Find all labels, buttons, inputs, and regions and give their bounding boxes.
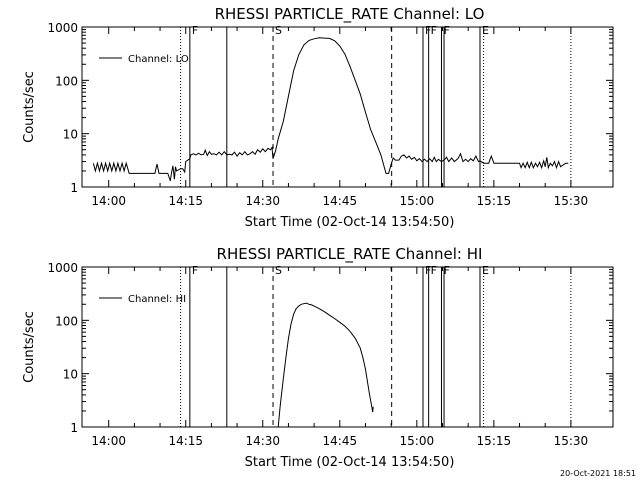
marker-label: F: [443, 264, 449, 277]
marker-label: S: [275, 24, 282, 37]
y-tick-label: 1000: [47, 21, 78, 35]
x-tick-label: 14:00: [91, 194, 126, 208]
y-tick-label: 100: [55, 314, 78, 328]
y-tick-label: 10: [63, 128, 78, 142]
marker-label: F: [431, 264, 437, 277]
x-axis-label: Start Time (02-Oct-14 13:54:50): [245, 455, 455, 470]
series-line: [92, 37, 569, 182]
panel-hi: RHESSI PARTICLE_RATE Channel: HIFSFFFE11…: [22, 245, 614, 470]
y-axis-label: Counts/sec: [22, 71, 37, 143]
x-tick-label: 14:15: [168, 434, 203, 448]
marker-label: F: [443, 24, 449, 37]
x-tick-label: 15:15: [477, 434, 512, 448]
y-tick-label: 1: [70, 421, 78, 435]
plot-frame: [81, 26, 614, 188]
x-tick-label: 15:30: [554, 194, 589, 208]
marker-label: F: [431, 24, 437, 37]
marker-label: F: [192, 264, 198, 277]
x-tick-label: 15:00: [400, 434, 435, 448]
x-tick-label: 15:00: [400, 194, 435, 208]
x-tick-label: 14:15: [168, 194, 203, 208]
x-tick-label: 14:30: [245, 434, 280, 448]
panel-lo: RHESSI PARTICLE_RATE Channel: LOFSFFFE11…: [22, 5, 614, 230]
series-line: [277, 302, 374, 428]
marker-label: S: [275, 264, 282, 277]
x-tick-label: 14:45: [323, 434, 358, 448]
x-tick-label: 15:15: [477, 194, 512, 208]
footer-timestamp: 20-Oct-2021 18:51: [560, 469, 636, 478]
chart-title: RHESSI PARTICLE_RATE Channel: HI: [217, 245, 483, 264]
y-tick-label: 1: [70, 181, 78, 195]
marker-label: E: [482, 264, 489, 277]
x-tick-label: 14:00: [91, 434, 126, 448]
legend-label: Channel: LO: [128, 54, 189, 65]
legend-label: Channel: HI: [128, 294, 186, 305]
y-tick-label: 1000: [47, 261, 78, 275]
x-tick-label: 14:30: [245, 194, 280, 208]
y-tick-label: 100: [55, 74, 78, 88]
marker-label: E: [482, 24, 489, 37]
y-tick-label: 10: [63, 368, 78, 382]
plot-frame: [81, 266, 614, 428]
chart-title: RHESSI PARTICLE_RATE Channel: LO: [215, 5, 485, 24]
x-tick-label: 14:45: [323, 194, 358, 208]
x-axis-label: Start Time (02-Oct-14 13:54:50): [245, 215, 455, 230]
y-axis-label: Counts/sec: [22, 311, 37, 383]
x-tick-label: 15:30: [554, 434, 589, 448]
marker-label: F: [192, 24, 198, 37]
